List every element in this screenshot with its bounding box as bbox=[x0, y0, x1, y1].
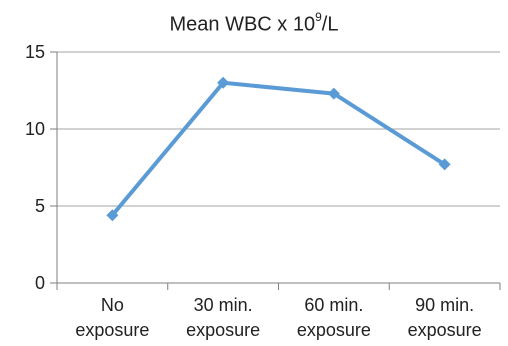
data-point-2 bbox=[327, 87, 340, 100]
x-tick-label-line: 30 min. bbox=[194, 295, 253, 315]
x-tick-label-line: exposure bbox=[408, 320, 482, 340]
x-tick-label-line: 60 min. bbox=[304, 295, 363, 315]
x-tick-label-2: 60 min. exposure bbox=[297, 295, 371, 340]
series-line-0 bbox=[110, 80, 447, 218]
x-tick-label-line: No bbox=[101, 295, 124, 315]
chart-title-main: Mean WBC x 10 bbox=[169, 13, 316, 36]
x-tick-label-1: 30 min. exposure bbox=[186, 295, 260, 340]
x-tick-label-line: 90 min. bbox=[415, 295, 474, 315]
y-tick-label-10: 10 bbox=[25, 119, 45, 139]
data-point-1 bbox=[217, 76, 230, 89]
x-tick-label-line: exposure bbox=[75, 320, 149, 340]
x-tick-label-line: exposure bbox=[186, 320, 260, 340]
chart-title-superscript: 9 bbox=[315, 10, 322, 24]
y-tick-label-5: 5 bbox=[35, 196, 45, 216]
x-tick-label-0: No exposure bbox=[75, 295, 149, 340]
y-tick-label-15: 15 bbox=[25, 42, 45, 62]
y-tick-label-0: 0 bbox=[35, 273, 45, 293]
data-point-3 bbox=[438, 158, 451, 171]
chart-title: Mean WBC x 109/L bbox=[0, 10, 508, 37]
chart-title-suffix: /L bbox=[321, 13, 339, 36]
x-tick-label-3: 90 min. exposure bbox=[408, 295, 482, 340]
x-tick-label-line: exposure bbox=[297, 320, 371, 340]
data-point-0 bbox=[106, 209, 119, 222]
